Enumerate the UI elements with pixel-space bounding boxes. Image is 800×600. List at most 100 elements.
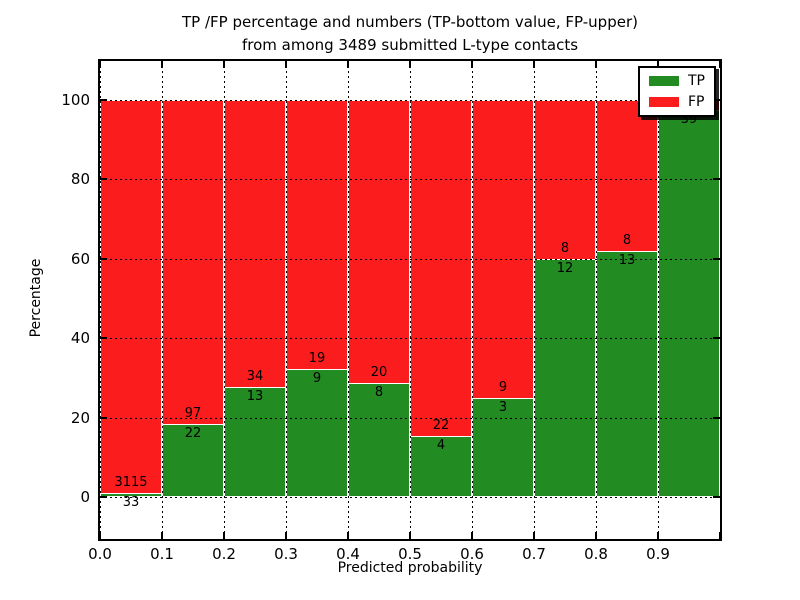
y-tick-left bbox=[100, 495, 107, 498]
x-tick-top bbox=[719, 61, 721, 68]
tp-count-label: 8 bbox=[374, 385, 384, 401]
legend-item-tp: TP bbox=[649, 74, 705, 88]
bar-tp-segment bbox=[596, 251, 658, 497]
x-gridline bbox=[534, 61, 535, 539]
fp-count-label: 9 bbox=[498, 379, 508, 395]
y-tick-label: 20 bbox=[70, 408, 90, 427]
x-gridline bbox=[224, 61, 225, 539]
bar-tp-segment bbox=[534, 258, 596, 497]
y-tick-label: 40 bbox=[70, 329, 90, 348]
legend-swatch-fp bbox=[649, 97, 679, 107]
fp-count-label: 20 bbox=[370, 365, 388, 381]
tp-count-label: 3 bbox=[498, 399, 508, 415]
y-tick-right bbox=[713, 495, 720, 498]
x-gridline bbox=[286, 61, 287, 539]
x-gridline bbox=[472, 61, 473, 539]
bar-tp-segment bbox=[286, 369, 348, 497]
legend-label: TP bbox=[688, 73, 705, 89]
legend-swatch-tp bbox=[649, 76, 679, 86]
tp-count-label: 4 bbox=[436, 437, 446, 453]
x-tick-bottom bbox=[471, 532, 473, 539]
x-tick-top bbox=[99, 61, 101, 68]
x-tick-top bbox=[657, 61, 659, 68]
x-tick-label: 0.4 bbox=[336, 545, 360, 563]
x-tick-label: 0.1 bbox=[150, 545, 174, 563]
x-axis-label: Predicted probability bbox=[337, 560, 483, 576]
y-tick-right bbox=[713, 98, 720, 101]
x-tick-label: 0.5 bbox=[398, 545, 422, 563]
y-tick-label: 100 bbox=[61, 90, 90, 109]
x-tick-bottom bbox=[409, 532, 411, 539]
x-tick-top bbox=[533, 61, 535, 68]
bar-tp-segment bbox=[410, 435, 472, 497]
x-tick-bottom bbox=[533, 532, 535, 539]
chart-title: TP /FP percentage and numbers (TP-bottom… bbox=[100, 11, 720, 56]
x-tick-bottom bbox=[347, 532, 349, 539]
legend-item-fp: FP bbox=[649, 95, 705, 109]
tp-count-label: 12 bbox=[556, 260, 574, 276]
bar-fp-segment bbox=[286, 99, 348, 370]
y-tick-label: 80 bbox=[70, 170, 90, 189]
y-tick-label: 60 bbox=[70, 249, 90, 268]
bar-fp-segment bbox=[472, 99, 534, 398]
fp-count-label: 34 bbox=[246, 369, 264, 385]
x-tick-top bbox=[223, 61, 225, 68]
y-tick-label: 0 bbox=[80, 487, 90, 506]
y-tick-right bbox=[713, 337, 720, 340]
bar-fp-segment bbox=[348, 99, 410, 384]
x-gridline bbox=[162, 61, 163, 539]
y-tick-right bbox=[713, 416, 720, 419]
bar-fp-segment bbox=[410, 99, 472, 436]
tp-count-label: 13 bbox=[246, 389, 264, 405]
x-tick-top bbox=[409, 61, 411, 68]
x-tick-label: 0.9 bbox=[646, 545, 670, 563]
x-tick-bottom bbox=[719, 532, 721, 539]
y-tick-left bbox=[100, 257, 107, 260]
bar-fp-segment bbox=[100, 99, 162, 493]
bar-fp-segment bbox=[596, 99, 658, 252]
x-tick-top bbox=[471, 61, 473, 68]
x-tick-top bbox=[161, 61, 163, 68]
fp-count-label: 3115 bbox=[114, 474, 148, 490]
x-tick-bottom bbox=[99, 532, 101, 539]
y-tick-left bbox=[100, 178, 107, 181]
bar-tp-segment bbox=[658, 109, 720, 497]
fp-count-label: 19 bbox=[308, 351, 326, 367]
y-tick-left bbox=[100, 337, 107, 340]
tp-count-label: 9 bbox=[312, 371, 322, 387]
x-tick-top bbox=[595, 61, 597, 68]
chart-title-line1: TP /FP percentage and numbers (TP-bottom… bbox=[182, 13, 638, 31]
fp-count-label: 97 bbox=[184, 405, 202, 421]
x-tick-label: 0.7 bbox=[522, 545, 546, 563]
bar-fp-segment bbox=[224, 99, 286, 388]
fp-count-label: 8 bbox=[560, 240, 570, 256]
x-tick-label: 0.0 bbox=[88, 545, 112, 563]
x-tick-label: 0.6 bbox=[460, 545, 484, 563]
x-tick-label: 0.3 bbox=[274, 545, 298, 563]
x-tick-bottom bbox=[223, 532, 225, 539]
x-tick-label: 0.8 bbox=[584, 545, 608, 563]
x-gridline bbox=[410, 61, 411, 539]
x-tick-label: 0.2 bbox=[212, 545, 236, 563]
tp-count-label: 13 bbox=[618, 253, 636, 269]
tp-count-label: 22 bbox=[184, 425, 202, 441]
x-tick-top bbox=[285, 61, 287, 68]
x-tick-top bbox=[347, 61, 349, 68]
fp-count-label: 8 bbox=[622, 233, 632, 249]
x-gridline bbox=[100, 61, 101, 539]
bar-tp-segment bbox=[162, 423, 224, 497]
legend-label: FP bbox=[688, 94, 705, 110]
x-gridline bbox=[348, 61, 349, 539]
y-tick-left bbox=[100, 416, 107, 419]
bar-fp-segment bbox=[162, 99, 224, 424]
x-tick-bottom bbox=[657, 532, 659, 539]
x-tick-bottom bbox=[285, 532, 287, 539]
y-axis-label: Percentage bbox=[28, 258, 44, 338]
y-tick-left bbox=[100, 98, 107, 101]
x-tick-bottom bbox=[595, 532, 597, 539]
y-tick-right bbox=[713, 257, 720, 260]
bar-tp-segment bbox=[348, 383, 410, 497]
x-gridline bbox=[658, 61, 659, 539]
